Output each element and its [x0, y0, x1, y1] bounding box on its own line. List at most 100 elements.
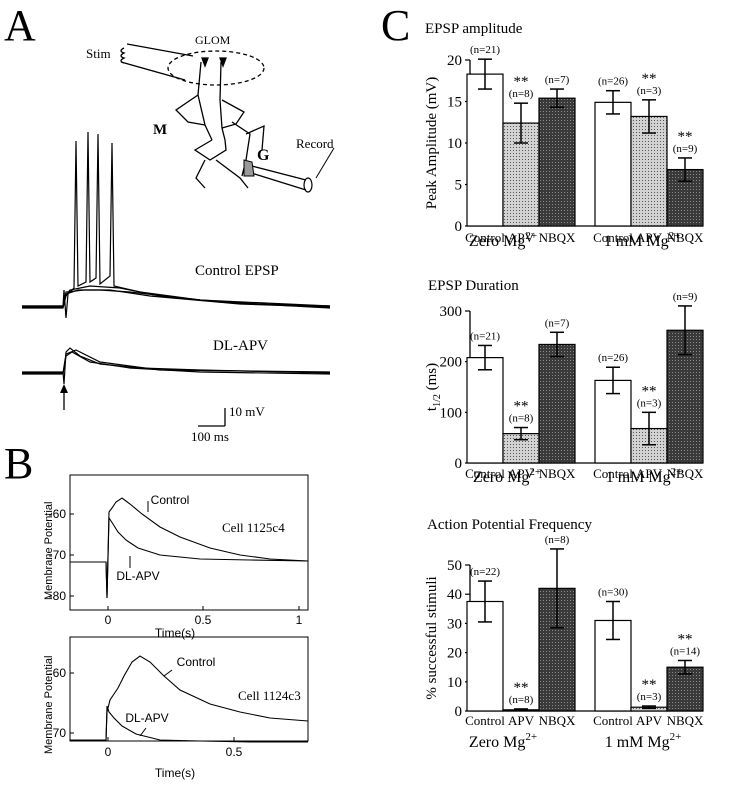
panel-b-top-ylabel: Membrane Potential — [43, 502, 55, 600]
panel-b-bottom-ylabel: Membrane Potential — [43, 656, 55, 754]
n-label: (n=22) — [470, 566, 500, 578]
significance-label: ** — [642, 677, 657, 693]
panel-b-bottom-control-label: Control — [177, 655, 216, 669]
group-label: Zero Mg2+ — [469, 230, 537, 250]
y-tick-label: 0 — [455, 704, 463, 720]
panel-b-top-apv-label: DL-APV — [116, 569, 159, 583]
chart-title: EPSP Duration — [428, 278, 519, 294]
panel-b-top-plot: Membrane Potential -60 -70 -80 0 0.5 1 T… — [43, 474, 309, 640]
category-label: APV — [636, 230, 663, 245]
panel-b-bottom-control-trace — [70, 655, 309, 741]
bar — [630, 115, 668, 227]
y-tick-label: 20 — [447, 646, 462, 662]
n-label: (n=3) — [637, 691, 662, 703]
panel-b-top-xlabel: Time(s) — [155, 626, 195, 640]
significance-label: ** — [514, 74, 529, 90]
significance-label: ** — [678, 129, 693, 145]
panel-b-bottom-apv-label: DL-APV — [125, 711, 168, 725]
group-label: Zero Mg2+ — [473, 466, 541, 486]
n-label: (n=3) — [637, 85, 662, 97]
n-label: (n=26) — [598, 352, 628, 364]
panel-b-bottom-control-pointer — [163, 669, 173, 677]
y-tick-label: 40 — [447, 587, 462, 603]
dl-apv-traces — [22, 347, 331, 385]
y-tick-label: 100 — [440, 405, 463, 421]
panel-b-top-apv-trace — [70, 516, 309, 599]
n-label: (n=8) — [509, 88, 534, 100]
panel-b-bottom-ytick: -70 — [49, 726, 67, 740]
mitral-label: M — [153, 122, 167, 138]
neuron-drawing — [174, 57, 307, 191]
stim-electrode — [120, 43, 194, 81]
dl-apv-label: DL-APV — [213, 338, 268, 354]
chart-title: EPSP amplitude — [425, 21, 523, 37]
category-label: NBQX — [539, 713, 576, 728]
control-epsp-traces — [22, 131, 331, 319]
granule-cell — [243, 159, 255, 177]
n-label: (n=26) — [598, 76, 628, 88]
panel-b: B Membrane Potential -60 -70 -80 0 0.5 1… — [4, 439, 309, 780]
group-label: Zero Mg2+ — [469, 731, 537, 751]
panel-b-top-ytick: -60 — [49, 507, 67, 521]
bar — [466, 357, 504, 464]
record-electrode-tip — [303, 177, 313, 193]
record-pointer — [315, 147, 335, 179]
y-axis-label: % successful stimuli — [424, 576, 440, 699]
category-label: NBQX — [667, 713, 704, 728]
y-tick-label: 30 — [447, 616, 462, 632]
panel-b-top-frame — [69, 474, 309, 611]
group-label: 1 mM Mg2+ — [604, 230, 681, 250]
n-label: (n=21) — [470, 330, 500, 342]
n-label: (n=30) — [598, 587, 628, 599]
y-tick-label: 200 — [440, 355, 463, 371]
panel-b-top-xtick: 0 — [105, 613, 112, 627]
n-label: (n=21) — [470, 44, 500, 56]
y-tick-label: 50 — [447, 558, 462, 574]
panel-b-top-control-trace — [70, 497, 309, 599]
y-tick-label: 10 — [447, 675, 462, 691]
significance-label: ** — [514, 399, 529, 415]
panel-b-letter: B — [4, 439, 33, 488]
category-label: Control — [593, 713, 633, 728]
panel-b-top-ytick: -70 — [49, 548, 67, 562]
group-label: 1 mM Mg2+ — [605, 731, 682, 751]
panel-b-bottom-xtick: 0.5 — [226, 745, 243, 759]
n-label: (n=8) — [509, 413, 534, 425]
n-label: (n=9) — [673, 291, 698, 303]
record-label: Record — [296, 136, 334, 151]
glomerulus-outline — [167, 50, 265, 86]
category-label: Control — [465, 230, 505, 245]
y-tick-label: 5 — [455, 178, 463, 194]
category-label: Control — [593, 230, 633, 245]
category-label: NBQX — [667, 466, 704, 481]
panel-b-bottom-ytick: -60 — [49, 666, 67, 680]
category-label: APV — [508, 230, 535, 245]
significance-label: ** — [642, 383, 657, 399]
panel-b-top-xtick: 1 — [296, 613, 303, 627]
control-epsp-label: Control EPSP — [195, 263, 279, 279]
glom-label: GLOM — [195, 33, 231, 47]
chart-title: Action Potential Frequency — [427, 517, 592, 533]
n-label: (n=14) — [670, 645, 700, 657]
group-label: 1 mM Mg2+ — [606, 466, 683, 486]
y-tick-label: 300 — [440, 304, 463, 320]
category-label: APV — [508, 466, 535, 481]
n-label: (n=9) — [673, 143, 698, 155]
panel-c-letter: C — [381, 1, 410, 50]
category-label: NBQX — [539, 466, 576, 481]
panel-b-top-ytick: -80 — [49, 589, 67, 603]
panel-b-bottom-xlabel: Time(s) — [155, 766, 195, 780]
category-label: NBQX — [667, 230, 704, 245]
category-label: APV — [636, 466, 663, 481]
bar — [502, 122, 540, 227]
ap-frequency-chart: Action Potential Frequency 0 10 20 30 40 50 % s… — [424, 517, 704, 751]
category-label: Control — [465, 466, 505, 481]
y-tick-label: 10 — [447, 136, 462, 152]
scale-voltage-label: 10 mV — [229, 404, 265, 419]
panel-b-top-cell-label: Cell 1125c4 — [222, 520, 285, 535]
category-label: APV — [508, 713, 535, 728]
epsp-amplitude-chart: EPSP amplitude 0 5 10 15 20 Peak Amplitude (mV… — [424, 21, 704, 250]
panel-b-bottom-apv-pointer — [139, 727, 147, 737]
panel-b-bottom-cell-label: Cell 1124c3 — [238, 688, 301, 703]
